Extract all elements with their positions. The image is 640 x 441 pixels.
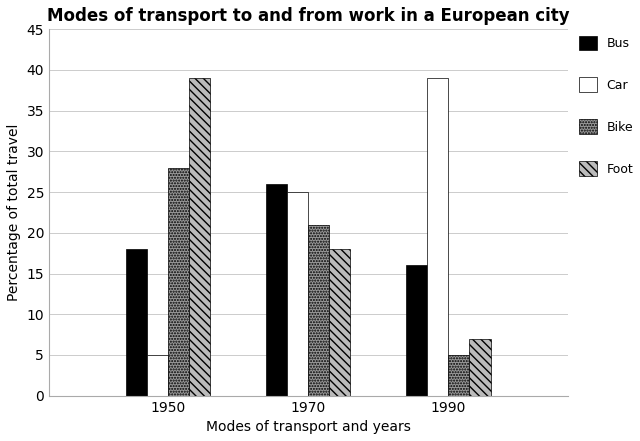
X-axis label: Modes of transport and years: Modes of transport and years [206,420,411,434]
Legend: Bus, Car, Bike, Foot: Bus, Car, Bike, Foot [579,36,634,176]
Bar [126,249,147,396]
Y-axis label: Percentage of total travel: Percentage of total travel [7,124,21,301]
Bar [406,265,428,396]
Bar [189,78,210,396]
Bar [308,224,330,396]
Title: Modes of transport to and from work in a European city: Modes of transport to and from work in a… [47,7,570,25]
Bar [266,184,287,396]
Bar [287,192,308,396]
Bar [470,339,490,396]
Bar [449,355,470,396]
Bar [330,249,350,396]
Bar [147,355,168,396]
Bar [428,78,449,396]
Bar [168,168,189,396]
